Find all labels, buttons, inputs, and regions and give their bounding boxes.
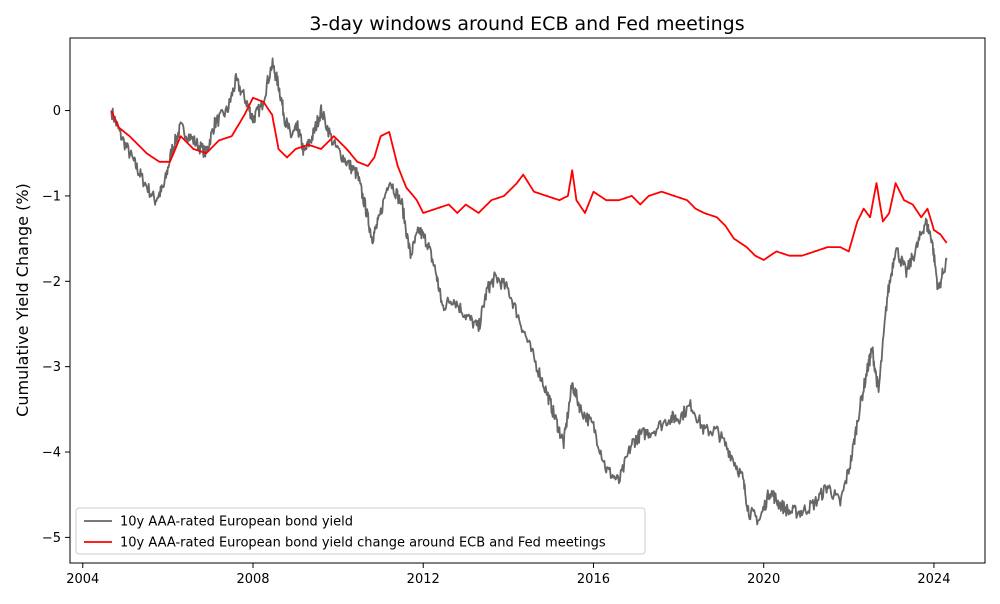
y-axis-label: Cumulative Yield Change (%) <box>13 183 32 417</box>
y-tick-label: −5 <box>42 531 61 546</box>
legend-label: 10y AAA-rated European bond yield <box>120 515 353 530</box>
x-tick-label: 2020 <box>747 572 780 587</box>
x-tick-label: 2016 <box>577 572 610 587</box>
y-tick-label: −3 <box>42 360 61 375</box>
plot-frame <box>69 37 986 564</box>
y-tick-label: −1 <box>42 189 61 204</box>
series-line-1 <box>110 57 948 526</box>
series-layer <box>110 57 948 526</box>
y-tick-label: −2 <box>42 275 61 290</box>
series-line-2 <box>110 96 948 261</box>
x-tick-label: 2004 <box>66 572 99 587</box>
legend: 10y AAA-rated European bond yield 10y AAA… <box>75 507 646 555</box>
chart-title: 3-day windows around ECB and Fed meeting… <box>309 13 744 35</box>
legend-label: 10y AAA-rated European bond yield change… <box>120 536 606 551</box>
x-tick-label: 2024 <box>917 572 950 587</box>
y-tick-label: −4 <box>42 446 61 461</box>
x-tick-label: 2008 <box>236 572 269 587</box>
x-tick-label: 2012 <box>407 572 440 587</box>
legend-box <box>75 507 646 555</box>
y-tick-label: 0 <box>53 104 61 119</box>
axis-layer: 2004 2008 2012 2016 2020 2024 0 −1 −2 −3 −4 −5 <box>42 37 986 587</box>
